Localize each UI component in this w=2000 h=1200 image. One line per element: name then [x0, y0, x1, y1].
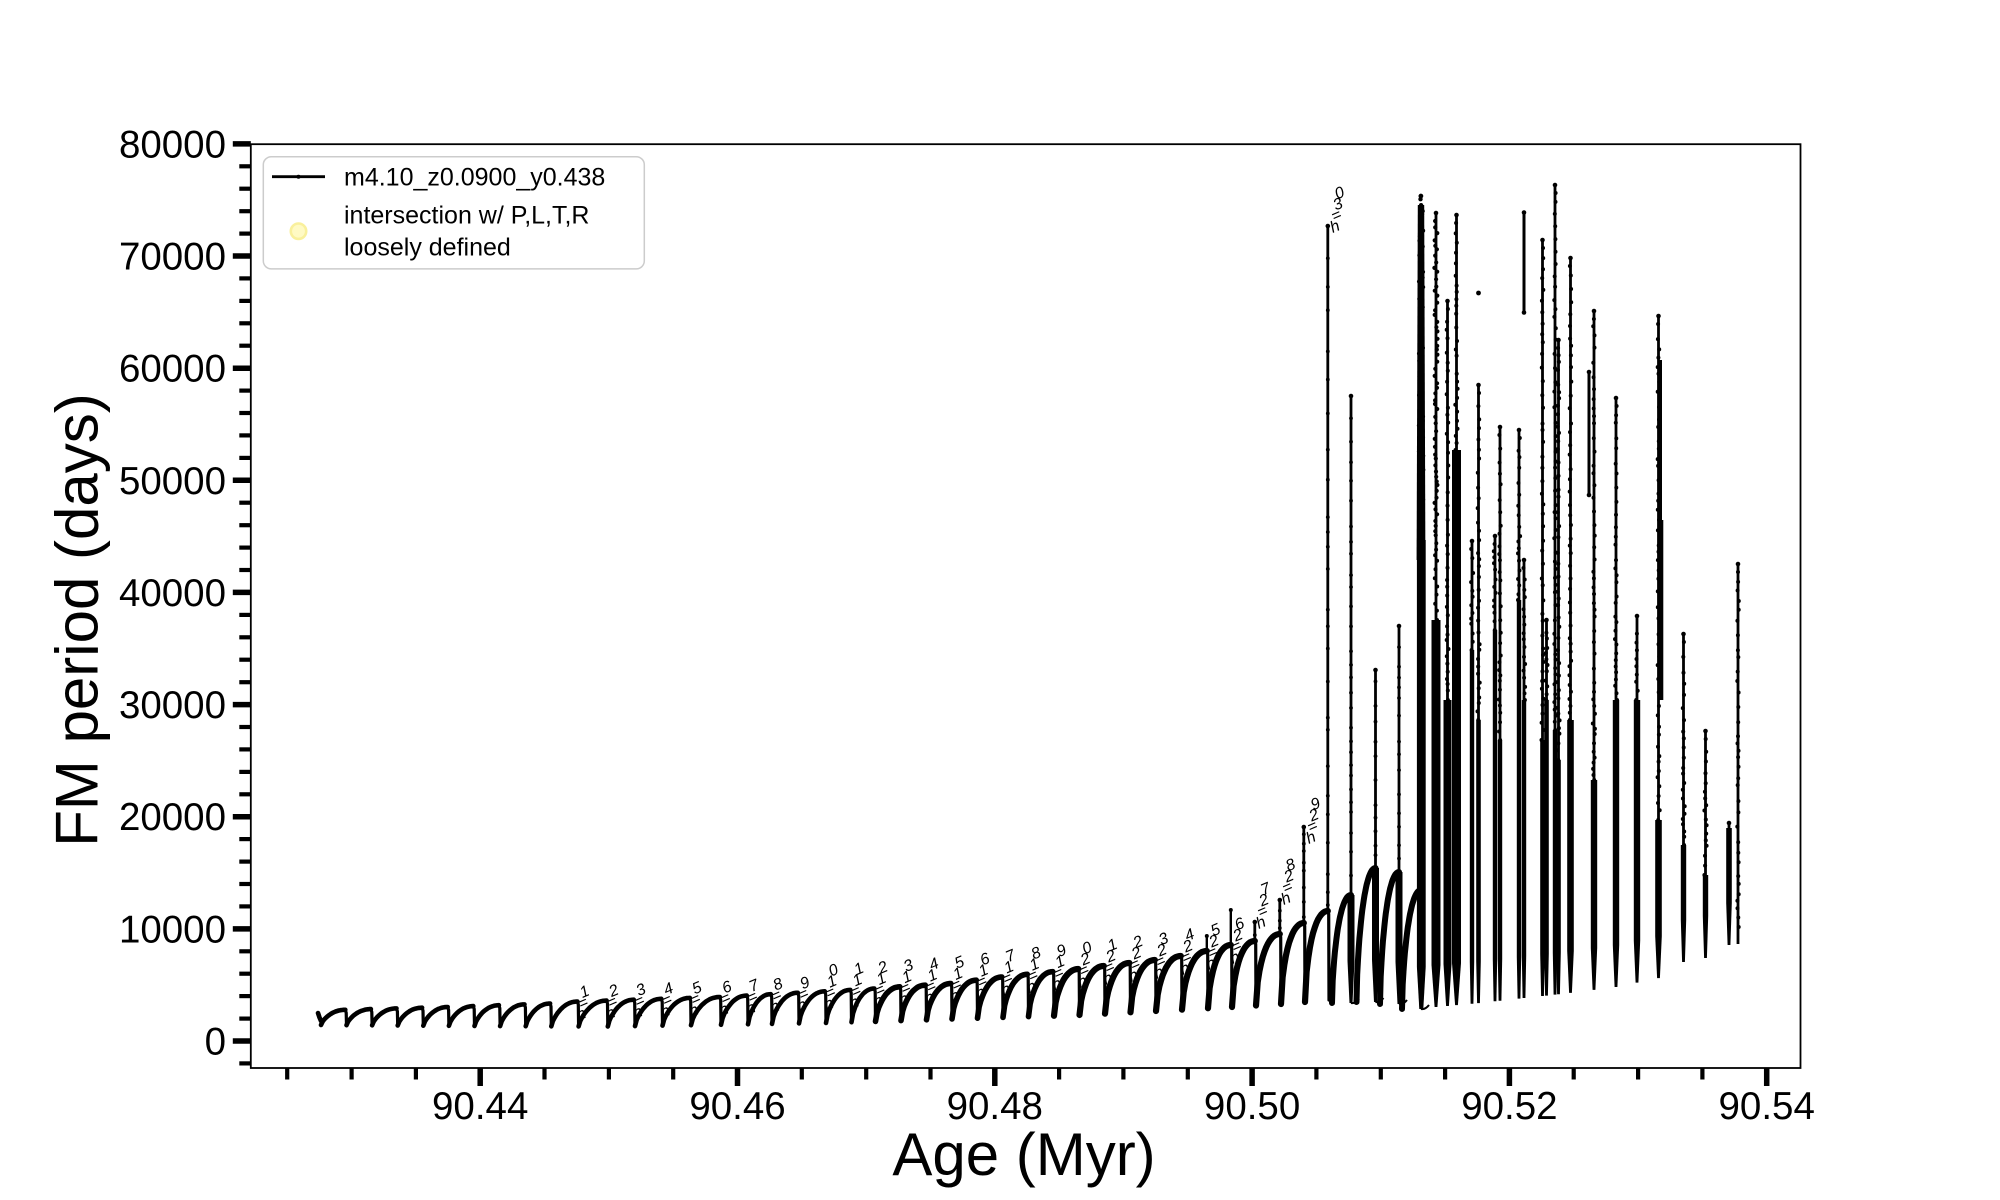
svg-text:90.46: 90.46 — [689, 1085, 785, 1128]
svg-text:FM period (days): FM period (days) — [44, 393, 111, 846]
svg-text:40000: 40000 — [119, 572, 226, 615]
svg-text:Age (Myr): Age (Myr) — [892, 1121, 1155, 1188]
svg-text:30000: 30000 — [119, 684, 226, 727]
svg-text:60000: 60000 — [119, 348, 226, 391]
svg-text:90.50: 90.50 — [1204, 1085, 1300, 1128]
svg-text:90.52: 90.52 — [1461, 1085, 1557, 1128]
svg-text:80000: 80000 — [119, 123, 226, 166]
svg-text:20000: 20000 — [119, 796, 226, 839]
svg-text:50000: 50000 — [119, 460, 226, 503]
svg-text:70000: 70000 — [119, 236, 226, 279]
svg-text:90.48: 90.48 — [947, 1085, 1043, 1128]
svg-text:90.54: 90.54 — [1719, 1085, 1815, 1128]
svg-text:intersection w/ P,L,T,R: intersection w/ P,L,T,R — [344, 202, 589, 230]
svg-text:m4.10_z0.0900_y0.438: m4.10_z0.0900_y0.438 — [344, 164, 605, 192]
svg-text:90.44: 90.44 — [432, 1085, 528, 1128]
svg-text:10000: 10000 — [119, 908, 226, 951]
svg-text:0: 0 — [205, 1021, 226, 1064]
svg-text:loosely defined: loosely defined — [344, 234, 511, 262]
